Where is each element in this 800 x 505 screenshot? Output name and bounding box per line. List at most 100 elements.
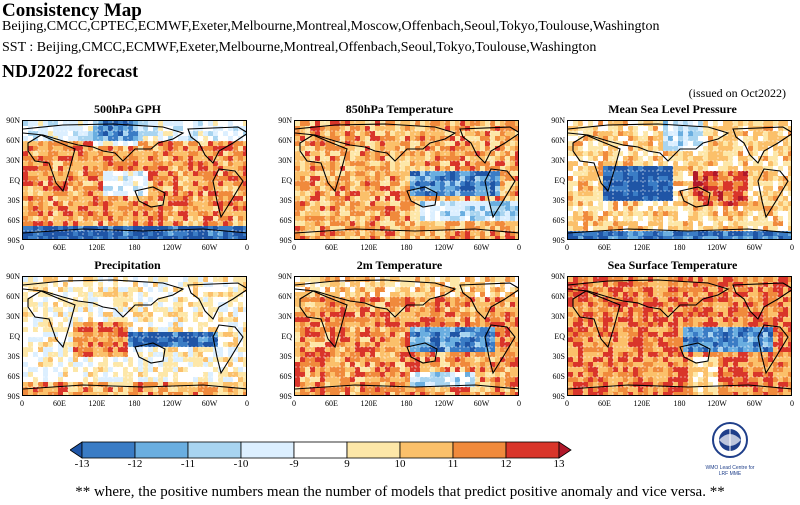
- heatmap-cell: [748, 136, 753, 141]
- heatmap-cell: [78, 121, 83, 126]
- heatmap-cell: [178, 367, 183, 372]
- heatmap-cell: [698, 231, 703, 236]
- heatmap-cell: [728, 231, 733, 236]
- heatmap-cell: [500, 191, 505, 196]
- heatmap-cell: [243, 156, 246, 161]
- heatmap-cell: [133, 196, 138, 201]
- heatmap-cell: [73, 337, 78, 342]
- heatmap-cell: [360, 322, 365, 327]
- heatmap-cell: [505, 216, 510, 221]
- heatmap-cell: [133, 317, 138, 322]
- heatmap-cell: [188, 342, 193, 347]
- heatmap-cell: [460, 121, 465, 126]
- heatmap-cell: [208, 201, 213, 206]
- heatmap-cell: [103, 287, 108, 292]
- heatmap-cell: [350, 231, 355, 236]
- heatmap-cell: [435, 196, 440, 201]
- heatmap-cell: [133, 226, 138, 231]
- heatmap-cell: [103, 166, 108, 171]
- heatmap-cell: [495, 166, 500, 171]
- heatmap-cell: [108, 151, 113, 156]
- heatmap-cell: [598, 186, 603, 191]
- heatmap-cell: [330, 302, 335, 307]
- heatmap-cell: [643, 136, 648, 141]
- heatmap-cell: [138, 317, 143, 322]
- coastline: [568, 123, 730, 162]
- heatmap-cell: [663, 206, 668, 211]
- heatmap-cell: [168, 342, 173, 347]
- heatmap-cell: [370, 206, 375, 211]
- heatmap-cell: [430, 186, 435, 191]
- heatmap-cell: [603, 221, 608, 226]
- heatmap-cell: [305, 282, 310, 287]
- heatmap-cell: [618, 216, 623, 221]
- heatmap-cell: [365, 317, 370, 322]
- heatmap-cell: [48, 342, 53, 347]
- heatmap-cell: [708, 176, 713, 181]
- heatmap-cell: [330, 161, 335, 166]
- heatmap-cell: [350, 226, 355, 231]
- heatmap-cell: [218, 221, 223, 226]
- heatmap-cell: [693, 181, 698, 186]
- heatmap-cell: [188, 206, 193, 211]
- heatmap-cell: [345, 141, 350, 146]
- heatmap-cell: [58, 372, 63, 377]
- heatmap-cell: [360, 317, 365, 322]
- heatmap-cell: [48, 332, 53, 337]
- heatmap-cell: [48, 146, 53, 151]
- heatmap-cell: [123, 302, 128, 307]
- heatmap-cell: [295, 181, 300, 186]
- heatmap-cell: [663, 221, 668, 226]
- heatmap-cell: [73, 151, 78, 156]
- heatmap-cell: [315, 161, 320, 166]
- heatmap-cell: [733, 201, 738, 206]
- heatmap-cell: [350, 221, 355, 226]
- heatmap-cell: [375, 131, 380, 136]
- heatmap-cell: [788, 131, 791, 136]
- heatmap-cell: [83, 181, 88, 186]
- heatmap-cell: [445, 131, 450, 136]
- heatmap-cell: [335, 287, 340, 292]
- heatmap-cell: [138, 382, 143, 387]
- heatmap-cell: [410, 236, 415, 239]
- heatmap-cell: [38, 216, 43, 221]
- heatmap-cell: [588, 181, 593, 186]
- heatmap-cell: [623, 226, 628, 231]
- heatmap-cell: [500, 181, 505, 186]
- heatmap-cell: [445, 282, 450, 287]
- heatmap-cell: [48, 287, 53, 292]
- heatmap-cell: [193, 221, 198, 226]
- heatmap-cell: [300, 322, 305, 327]
- heatmap-cell: [198, 231, 203, 236]
- heatmap-cell: [733, 211, 738, 216]
- heatmap-cell: [688, 126, 693, 131]
- heatmap-cell: [28, 161, 33, 166]
- heatmap-cell: [223, 201, 228, 206]
- heatmap-cell: [63, 206, 68, 211]
- heatmap-cell: [148, 221, 153, 226]
- heatmap-cell: [440, 181, 445, 186]
- heatmap-cell: [500, 221, 505, 226]
- heatmap-cell: [163, 136, 168, 141]
- heatmap-cell: [623, 201, 628, 206]
- heatmap-cell: [758, 181, 763, 186]
- heatmap-cell: [238, 226, 243, 231]
- lat-tick-label: 60S: [279, 372, 292, 381]
- heatmap-cell: [350, 171, 355, 176]
- heatmap-cell: [33, 332, 38, 337]
- heatmap-cell: [425, 181, 430, 186]
- heatmap-cell: [515, 191, 518, 196]
- heatmap-cell: [758, 126, 763, 131]
- heatmap-cell: [193, 372, 198, 377]
- heatmap-cell: [128, 206, 133, 211]
- heatmap-cell: [390, 236, 395, 239]
- heatmap-cell: [238, 231, 243, 236]
- heatmap-cell: [83, 121, 88, 126]
- heatmap-cell: [153, 322, 158, 327]
- heatmap-cell: [148, 312, 153, 317]
- heatmap-cell: [340, 146, 345, 151]
- heatmap-cell: [668, 186, 673, 191]
- heatmap-cell: [738, 191, 743, 196]
- heatmap-cell: [305, 166, 310, 171]
- heatmap-cell: [320, 327, 325, 332]
